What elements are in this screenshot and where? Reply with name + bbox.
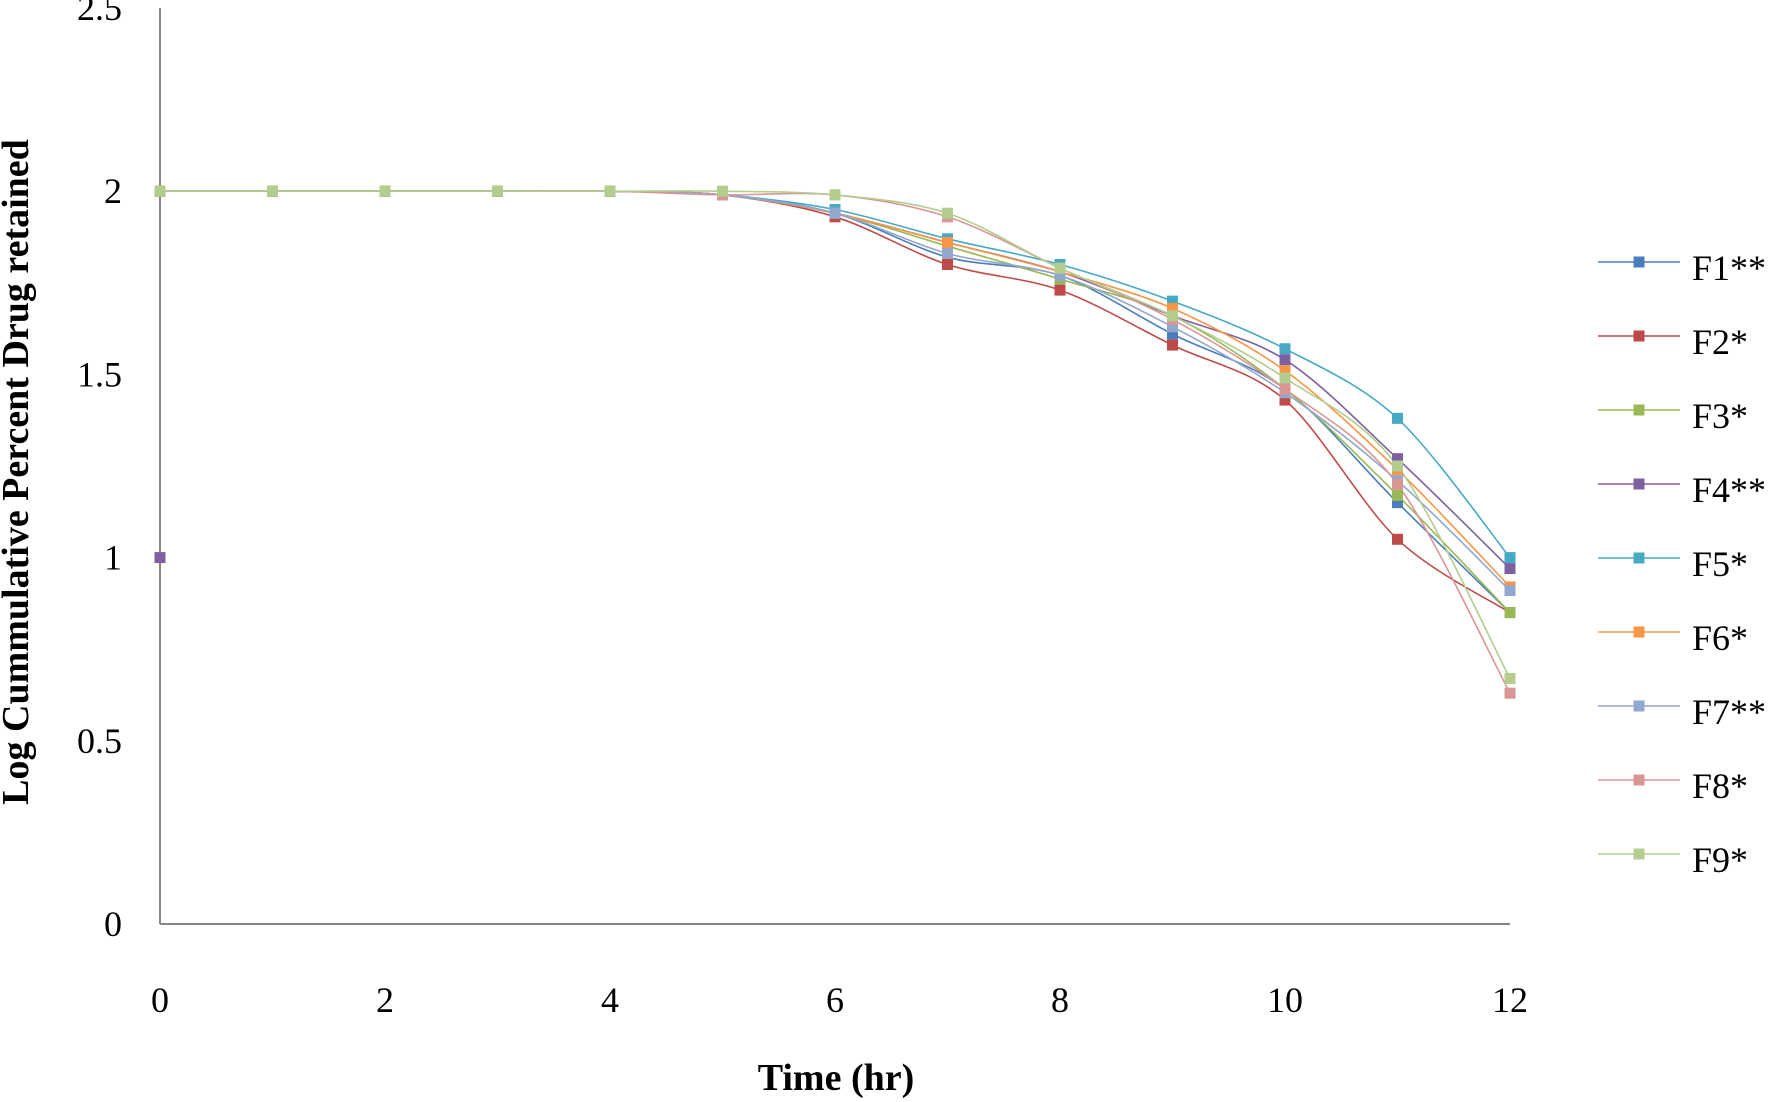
data-point [1279, 372, 1291, 384]
data-point [829, 207, 841, 219]
y-tick-label: 1.5 [77, 354, 122, 394]
legend-item: F8* [1598, 766, 1748, 806]
legend-label: F8* [1692, 766, 1748, 806]
axes [159, 8, 1510, 925]
data-point [267, 185, 278, 197]
data-point [1392, 478, 1403, 490]
series-line-f5 [160, 190, 1511, 559]
legend-label: F3* [1692, 396, 1748, 436]
data-point [1392, 489, 1403, 501]
legend-item: F7** [1598, 692, 1766, 732]
x-tick-label: 8 [1051, 980, 1069, 1020]
data-point [942, 236, 953, 248]
legend-item: F4** [1598, 470, 1766, 510]
legend-label: F6* [1692, 618, 1748, 658]
series-line-f9 [160, 190, 1511, 679]
data-point [1504, 687, 1516, 699]
legend-marker [1633, 256, 1645, 268]
data-point [1392, 460, 1403, 472]
legend-marker [1633, 478, 1645, 490]
x-tick-label: 4 [601, 980, 619, 1020]
data-point [154, 552, 166, 564]
legend-label: F9* [1692, 840, 1748, 880]
legend-label: F1** [1692, 248, 1766, 288]
data-point [1504, 563, 1516, 575]
data-point [1504, 585, 1516, 597]
legend-item: F6* [1598, 618, 1748, 658]
y-axis-title: Log Cummulative Percent Drug retained [0, 139, 37, 805]
legend-marker [1633, 552, 1645, 564]
x-axis-title: Time (hr) [758, 1057, 915, 1099]
data-point [942, 258, 953, 270]
data-point [154, 185, 166, 197]
y-tick-label: 2.5 [77, 0, 122, 28]
data-point [942, 247, 953, 259]
legend-marker [1633, 700, 1645, 712]
legend-marker [1633, 404, 1645, 416]
data-point [1167, 328, 1178, 340]
data-point [717, 185, 728, 197]
legend-item: F5* [1598, 544, 1748, 584]
data-point [942, 207, 953, 219]
data-point [1054, 284, 1066, 296]
legend-item: F3* [1598, 396, 1748, 436]
series-line-f2 [160, 190, 1511, 614]
legend-item: F2* [1598, 322, 1748, 362]
data-point [1392, 412, 1403, 424]
data-point [1392, 497, 1403, 509]
legend-item: F1** [1598, 248, 1766, 288]
data-point [1054, 269, 1066, 281]
series-line-f6 [160, 190, 1511, 588]
data-point [1279, 343, 1291, 355]
data-point [1279, 365, 1291, 377]
data-point [604, 185, 616, 197]
y-tick-label: 2 [104, 171, 122, 211]
x-tick-label: 2 [376, 980, 394, 1020]
y-tick-labels: 0 0.5 1 1.5 2 2.5 [77, 0, 122, 944]
data-point [1279, 394, 1291, 406]
data-point [1392, 453, 1403, 465]
legend-marker [1633, 330, 1645, 342]
y-tick-label: 0.5 [77, 721, 122, 761]
x-tick-label: 12 [1492, 980, 1528, 1020]
data-point [379, 185, 391, 197]
series-lines [160, 190, 1511, 694]
data-point [1279, 383, 1291, 395]
data-point [492, 185, 503, 197]
data-point [1167, 295, 1178, 307]
legend-marker [1633, 848, 1645, 860]
legend-marker [1633, 774, 1645, 786]
x-tick-labels: 0 2 4 6 8 10 12 [151, 980, 1528, 1020]
data-point [1504, 673, 1516, 685]
x-tick-label: 0 [151, 980, 169, 1020]
legend-label: F7** [1692, 692, 1766, 732]
data-point [1054, 262, 1066, 274]
legend-label: F5* [1692, 544, 1748, 584]
data-point [1167, 310, 1178, 322]
data-point [1167, 339, 1178, 351]
legend-label: F2* [1692, 322, 1748, 362]
data-point [1167, 321, 1178, 333]
series-line-f3 [160, 190, 1511, 614]
legend-label: F4** [1692, 470, 1766, 510]
data-point [1279, 354, 1291, 366]
legend-marker [1633, 626, 1645, 638]
series-line-f1 [160, 190, 1511, 614]
data-point [1392, 533, 1403, 545]
y-tick-label: 1 [104, 538, 122, 578]
x-tick-label: 10 [1267, 980, 1303, 1020]
series-line-f7 [160, 190, 1511, 592]
legend-item: F9* [1598, 840, 1748, 880]
data-point [829, 189, 841, 201]
y-tick-label: 0 [104, 904, 122, 944]
x-tick-label: 6 [826, 980, 844, 1020]
series-line-f4 [272, 190, 1511, 570]
data-point [1504, 607, 1516, 619]
data-point [1167, 302, 1178, 314]
series-markers [154, 185, 1516, 699]
series-line-f8 [160, 190, 1511, 694]
legend: F1** F2* F3* F4** F5* F6* F7** F8* F9* [1598, 248, 1766, 880]
data-point [1504, 552, 1516, 564]
